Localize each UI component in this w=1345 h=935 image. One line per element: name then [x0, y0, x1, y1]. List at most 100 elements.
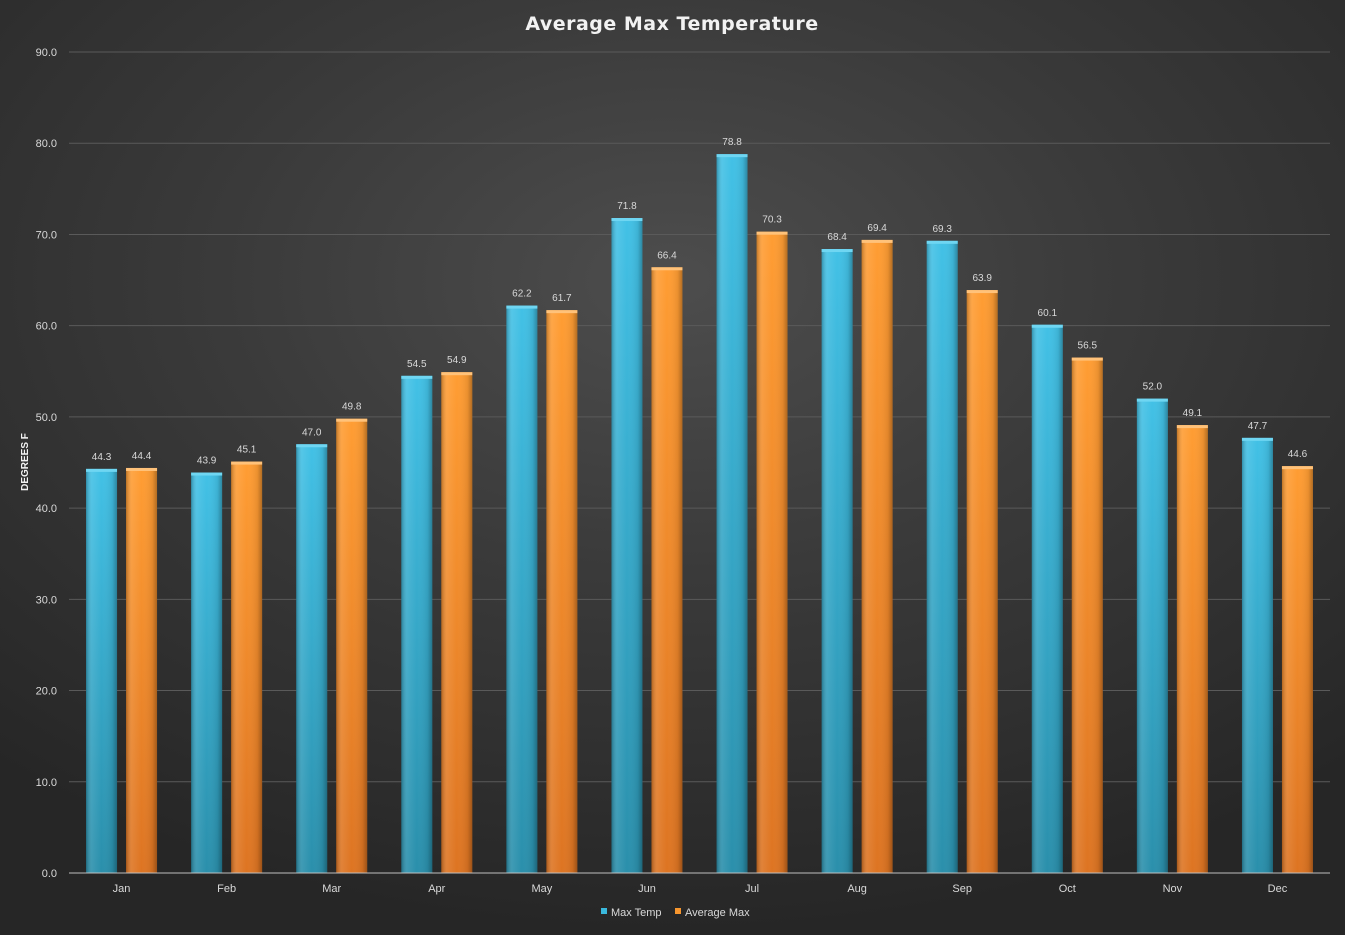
bar-shading: [1071, 357, 1103, 873]
data-label: 71.8: [617, 201, 637, 212]
data-label: 56.5: [1078, 341, 1098, 352]
bar-cap: [861, 239, 893, 243]
legend-swatch: [675, 908, 681, 914]
data-label: 61.7: [552, 293, 572, 304]
y-axis-ticks: 0.0 10.0 20.0 30.0 40.0 50.0 60.0 70.0 80.0 90.0: [36, 47, 57, 880]
bar-shading: [716, 154, 748, 873]
data-label: 52.0: [1143, 382, 1163, 393]
y-tick-label: 60.0: [36, 321, 57, 333]
legend-swatch: [601, 908, 607, 914]
bar-cap: [231, 461, 263, 465]
bar-cap: [546, 310, 578, 314]
bar-shading: [821, 249, 853, 874]
data-label: 54.5: [407, 359, 427, 370]
bar-cap: [336, 418, 368, 422]
y-tick-label: 80.0: [36, 138, 57, 150]
x-tick-label: Aug: [847, 883, 867, 895]
bar-shading: [1136, 398, 1168, 873]
y-tick-label: 40.0: [36, 503, 57, 515]
bar-cap: [506, 305, 538, 309]
bar-shading: [231, 461, 263, 873]
data-label: 68.4: [827, 232, 847, 243]
bar-shading: [86, 468, 118, 873]
y-tick-label: 90.0: [36, 47, 57, 59]
bar-cap: [296, 444, 328, 448]
bar-shading: [506, 305, 538, 873]
bar-cap: [86, 468, 118, 472]
bar-cap: [651, 267, 683, 271]
bars: [86, 154, 1313, 874]
bar-shading: [546, 310, 578, 873]
legend-label: Max Temp: [611, 907, 662, 919]
gridlines: [69, 51, 1330, 783]
y-tick-label: 10.0: [36, 777, 57, 789]
x-tick-label: Feb: [217, 883, 236, 895]
bar-cap: [126, 467, 158, 471]
data-label: 60.1: [1038, 308, 1058, 319]
x-tick-label: Oct: [1059, 883, 1076, 895]
data-labels: 44.3 44.4 43.9 45.1 47.0 49.8 54.5 54.9 62.2 61.7…: [92, 137, 1308, 466]
bar-cap: [1176, 425, 1208, 429]
data-label: 78.8: [722, 137, 742, 148]
x-tick-label: Dec: [1268, 883, 1288, 895]
x-tick-label: Nov: [1163, 883, 1183, 895]
data-label: 69.4: [867, 223, 887, 234]
x-tick-label: Jun: [638, 883, 656, 895]
data-label: 70.3: [762, 215, 782, 226]
data-label: 63.9: [972, 273, 992, 284]
data-label: 49.8: [342, 402, 362, 413]
bar-shading: [441, 372, 473, 873]
data-label: 69.3: [932, 224, 952, 235]
bar-shading: [336, 418, 368, 873]
bar-shading: [401, 375, 433, 873]
chart-title: Average Max Temperature: [525, 13, 818, 35]
data-label: 66.4: [657, 250, 677, 261]
y-axis-title: DEGREES F: [20, 433, 31, 491]
data-label: 43.9: [197, 456, 217, 467]
bar-cap: [821, 249, 853, 253]
data-label: 54.9: [447, 355, 467, 366]
bar-shading: [1031, 324, 1063, 873]
x-tick-label: Apr: [428, 883, 445, 895]
bar-cap: [1281, 466, 1313, 470]
y-tick-label: 30.0: [36, 594, 57, 606]
x-tick-label: May: [531, 883, 552, 895]
bar-shading: [126, 467, 158, 873]
bar-shading: [651, 267, 683, 874]
data-label: 44.6: [1288, 449, 1308, 460]
legend: Max Temp Average Max: [601, 907, 750, 919]
data-label: 47.7: [1248, 421, 1268, 432]
bar-cap: [441, 372, 473, 376]
bar-cap: [1071, 357, 1103, 361]
bar-shading: [296, 444, 328, 873]
bar-cap: [1136, 398, 1168, 402]
data-label: 62.2: [512, 289, 532, 300]
bar-shading: [756, 231, 788, 874]
bar-shading: [191, 472, 223, 873]
data-label: 44.3: [92, 452, 112, 463]
bar-shading: [1176, 425, 1208, 873]
data-label: 49.1: [1183, 408, 1203, 419]
bar-cap: [191, 472, 223, 476]
bar-shading: [926, 240, 958, 873]
y-tick-label: 50.0: [36, 412, 57, 424]
bar-shading: [611, 218, 643, 874]
bar-cap: [716, 154, 748, 158]
bar-cap: [401, 375, 433, 379]
bar-shading: [1281, 466, 1313, 873]
data-label: 45.1: [237, 445, 257, 456]
bar-cap: [1241, 437, 1273, 441]
bar-shading: [966, 290, 998, 874]
data-label: 47.0: [302, 427, 322, 438]
x-tick-label: Jan: [113, 883, 131, 895]
y-tick-label: 20.0: [36, 686, 57, 698]
x-tick-label: Sep: [952, 883, 972, 895]
x-axis-ticks: Jan Feb Mar Apr May Jun Jul Aug Sep Oct Nov Dec: [113, 883, 1288, 895]
x-tick-label: Jul: [745, 883, 759, 895]
legend-label: Average Max: [685, 907, 750, 919]
bar-cap: [756, 231, 788, 235]
data-label: 44.4: [132, 451, 152, 462]
bar-cap: [966, 290, 998, 294]
